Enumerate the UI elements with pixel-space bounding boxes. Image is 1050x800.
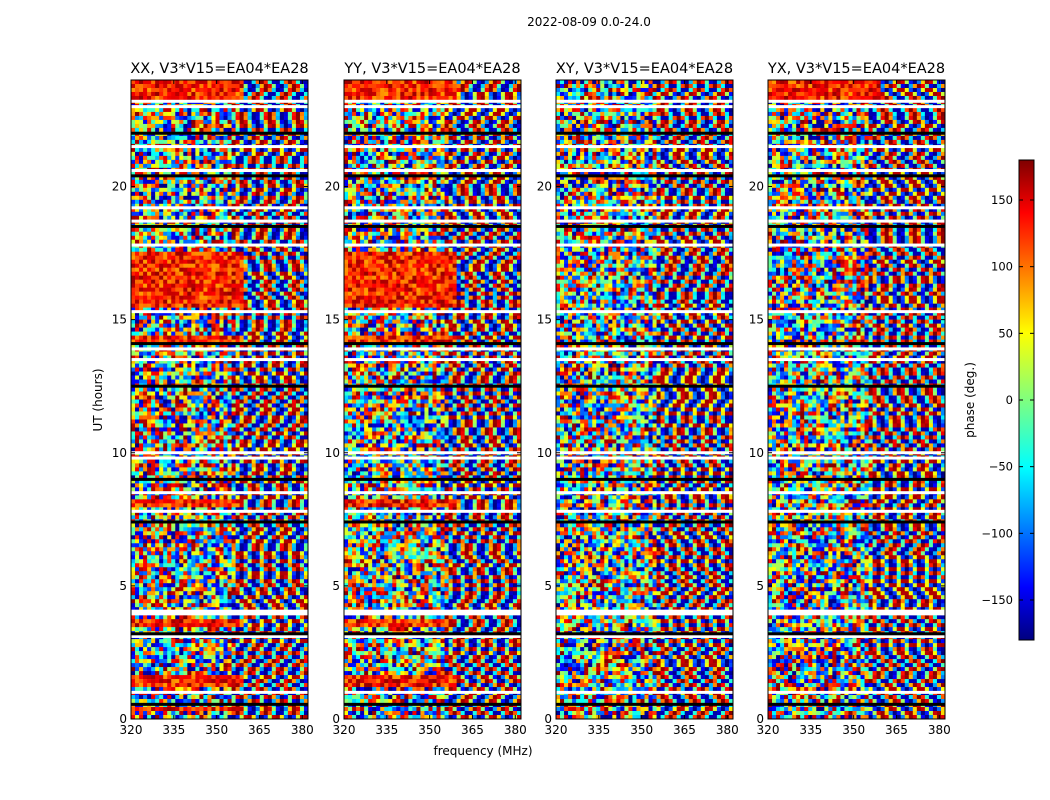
colorbar-tick-label: −100: [981, 526, 1013, 540]
panel-frame: [767, 79, 946, 720]
y-axis-label: UT (hours): [91, 368, 105, 431]
phase-image: [131, 80, 308, 719]
x-tick-label: 350: [205, 723, 228, 737]
y-tick-label: 20: [749, 180, 764, 194]
y-tick-label: 20: [537, 180, 552, 194]
y-tick-label: 0: [544, 712, 552, 726]
y-tick-label: 10: [325, 446, 340, 460]
y-tick-label: 20: [112, 180, 127, 194]
colorbar: phase (deg.) 150 100 50 0 −50 −100 −150: [963, 159, 1035, 641]
y-tick-label: 5: [332, 579, 340, 593]
colorbar-label: phase (deg.): [963, 362, 977, 438]
x-tick-label: 365: [248, 723, 271, 737]
panel-title: XX, V3*V15=EA04*EA28: [130, 61, 308, 77]
y-tick-label: 20: [325, 180, 340, 194]
phase-image: [768, 80, 945, 719]
y-tick-label: 10: [537, 446, 552, 460]
y-tick-label: 15: [749, 313, 764, 327]
colorbar-tick-label: 150: [991, 193, 1013, 207]
y-tick-label: 15: [112, 313, 127, 327]
x-tick-label: 380: [504, 723, 527, 737]
colorbar-tick-label: 0: [1006, 393, 1013, 407]
x-tick-label: 335: [587, 723, 610, 737]
x-tick-label: 320: [333, 723, 356, 737]
x-tick-label: 365: [461, 723, 484, 737]
colorbar-tick-label: −50: [989, 460, 1013, 474]
y-tick-label: 0: [332, 712, 340, 726]
colorbar-tick-label: 100: [991, 260, 1013, 274]
panels: XX, V3*V15=EA04*EA28 320 335 350 365 380 0 5 10 1…: [112, 61, 951, 737]
y-tick-label: 5: [119, 579, 127, 593]
y-tick-label: 5: [756, 579, 764, 593]
suptitle: 2022-08-09 0.0-24.0: [527, 15, 651, 29]
x-tick-label: 320: [120, 723, 143, 737]
panel-0: XX, V3*V15=EA04*EA28 320 335 350 365 380 0 5 10 1…: [112, 61, 314, 737]
panel-title: XY, V3*V15=EA04*EA28: [556, 61, 733, 77]
x-tick-label: 320: [545, 723, 568, 737]
x-tick-label: 320: [757, 723, 780, 737]
y-tick-label: 10: [112, 446, 127, 460]
x-tick-label: 380: [928, 723, 951, 737]
x-tick-label: 350: [630, 723, 653, 737]
x-tick-label: 335: [375, 723, 398, 737]
y-tick-label: 15: [325, 313, 340, 327]
x-tick-label: 365: [885, 723, 908, 737]
x-tick-label: 335: [162, 723, 185, 737]
panel-frame: [343, 79, 522, 720]
x-tick-label: 365: [673, 723, 696, 737]
y-tick-label: 10: [749, 446, 764, 460]
colorbar-ticks: 150 100 50 0 −50 −100 −150: [981, 193, 1034, 607]
panel-3: YX, V3*V15=EA04*EA28 320 335 350 365 380 0 5 10 1…: [749, 61, 951, 737]
x-tick-label: 380: [291, 723, 314, 737]
colorbar-tick-label: 50: [998, 326, 1013, 340]
y-tick-label: 15: [537, 313, 552, 327]
panel-2: XY, V3*V15=EA04*EA28 320 335 350 365 380 0 5 10 1…: [537, 61, 739, 737]
phase-image: [344, 80, 521, 719]
panel-title: YY, V3*V15=EA04*EA28: [343, 61, 520, 77]
y-tick-label: 5: [544, 579, 552, 593]
y-tick-label: 0: [756, 712, 764, 726]
panel-title: YX, V3*V15=EA04*EA28: [767, 61, 945, 77]
x-tick-label: 350: [842, 723, 865, 737]
x-tick-label: 380: [716, 723, 739, 737]
colorbar-tick-label: −150: [981, 593, 1013, 607]
panel-1: YY, V3*V15=EA04*EA28 320 335 350 365 380 0 5 10 1…: [325, 61, 527, 737]
panel-frame: [555, 79, 734, 720]
phase-image: [556, 80, 733, 719]
x-axis-label: frequency (MHz): [433, 744, 532, 758]
x-tick-label: 335: [799, 723, 822, 737]
y-tick-label: 0: [119, 712, 127, 726]
panel-frame: [130, 79, 309, 720]
x-tick-label: 350: [418, 723, 441, 737]
